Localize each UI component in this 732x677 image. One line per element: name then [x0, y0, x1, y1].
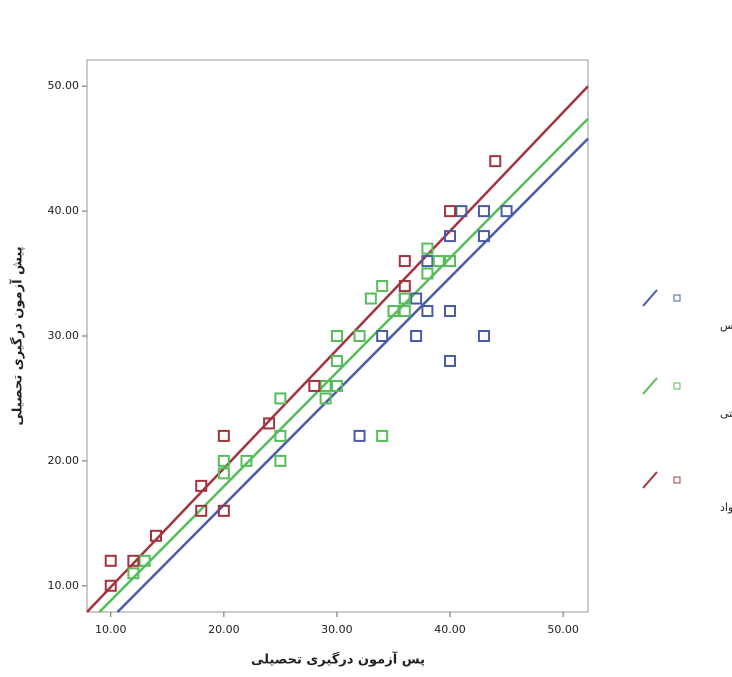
point	[376, 330, 389, 342]
legend-marker	[673, 294, 681, 302]
point	[376, 280, 389, 293]
point	[217, 467, 230, 480]
point	[477, 230, 490, 243]
point	[444, 230, 457, 243]
point	[398, 292, 411, 305]
point	[104, 554, 117, 567]
point	[308, 379, 321, 392]
legend-label: گروه آموزش معکوس	[720, 318, 732, 332]
legend-label: گروه گواد	[720, 501, 732, 514]
point	[319, 379, 332, 392]
plot-area	[86, 59, 589, 613]
point	[149, 529, 162, 542]
point	[387, 305, 400, 318]
point	[127, 567, 140, 580]
point	[353, 330, 366, 342]
point	[319, 392, 332, 405]
point	[217, 504, 230, 517]
legend-line	[642, 377, 658, 395]
point	[353, 429, 366, 442]
point	[410, 292, 423, 305]
point	[398, 280, 411, 293]
point	[263, 417, 276, 430]
point	[500, 205, 513, 218]
point	[217, 429, 230, 442]
legend-marker	[673, 382, 681, 390]
legend-marker	[673, 476, 681, 484]
point	[421, 242, 434, 255]
fit-line	[98, 117, 589, 613]
point	[104, 579, 117, 592]
x-axis-title: پس آزمون درگیری تحصیلی	[251, 651, 425, 668]
y-tick-label: 10.00	[48, 579, 80, 592]
x-tick-label: 50.00	[547, 623, 579, 636]
point	[330, 330, 343, 342]
y-tick-label: 30.00	[48, 329, 80, 342]
point	[410, 330, 423, 342]
point	[217, 454, 230, 467]
point	[489, 155, 502, 168]
point	[444, 255, 457, 268]
point	[240, 454, 253, 467]
fit-line	[86, 85, 589, 613]
y-axis-title: پیش آزمون درگیری تحصیلی	[9, 246, 26, 425]
point	[398, 255, 411, 268]
x-tick-label: 40.00	[434, 623, 466, 636]
point	[444, 354, 457, 367]
point	[444, 205, 457, 218]
point	[127, 554, 140, 567]
point	[455, 205, 468, 218]
legend-label: گروه آموزش مشارکتی	[720, 406, 732, 420]
fit-line	[116, 137, 589, 613]
point	[138, 554, 151, 567]
point	[477, 205, 490, 218]
legend-line	[642, 471, 658, 489]
point	[421, 255, 434, 268]
y-tick-label: 50.00	[48, 79, 80, 92]
x-tick-label: 30.00	[321, 623, 353, 636]
point	[274, 429, 287, 442]
point	[444, 305, 457, 318]
point	[330, 354, 343, 367]
point	[330, 379, 343, 392]
x-tick-label: 20.00	[208, 623, 240, 636]
point	[421, 267, 434, 280]
point	[274, 454, 287, 467]
point	[432, 255, 445, 268]
point	[421, 305, 434, 318]
y-tick-label: 40.00	[48, 204, 80, 217]
legend-line	[642, 289, 658, 307]
point	[364, 292, 377, 305]
y-tick-label: 20.00	[48, 454, 80, 467]
point	[195, 504, 208, 517]
point	[195, 479, 208, 492]
x-tick-label: 10.00	[95, 623, 127, 636]
point	[274, 392, 287, 405]
point	[398, 305, 411, 318]
point	[376, 429, 389, 442]
point	[477, 330, 490, 342]
